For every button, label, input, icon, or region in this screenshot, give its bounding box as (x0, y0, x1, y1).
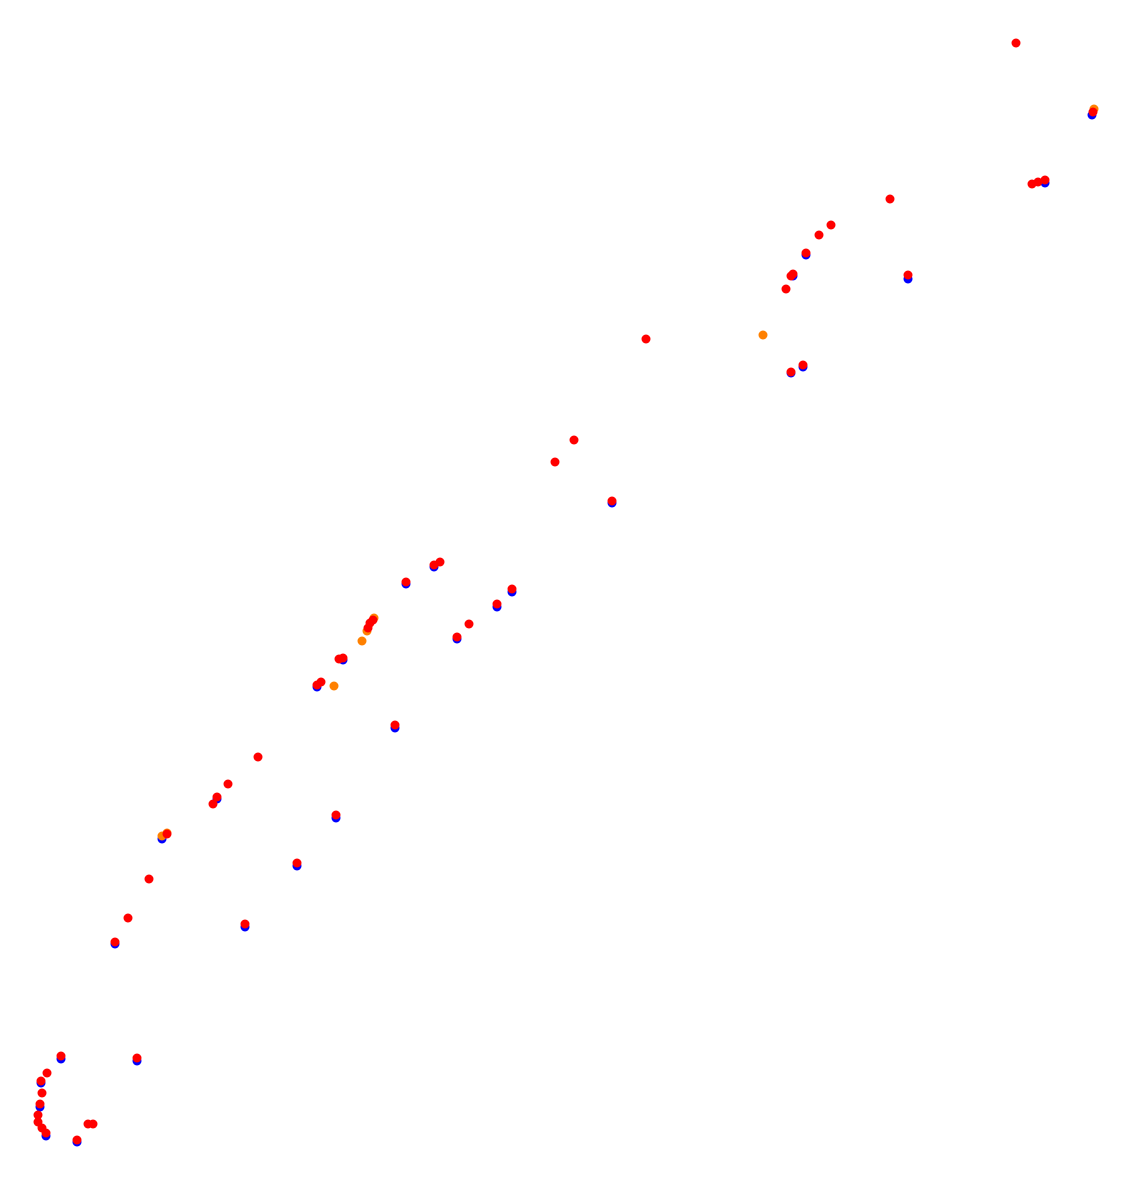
point (641, 334, 651, 344)
point (1040, 175, 1050, 185)
point (123, 913, 133, 923)
point (41, 1128, 51, 1138)
point (253, 752, 263, 762)
point (33, 1110, 43, 1120)
point (826, 220, 836, 230)
point (35, 1099, 45, 1109)
point (162, 829, 172, 839)
point (401, 577, 411, 587)
point (550, 457, 560, 467)
point (88, 1119, 98, 1129)
point (72, 1135, 82, 1145)
point (312, 680, 322, 690)
point (781, 284, 791, 294)
point (464, 619, 474, 629)
point (334, 654, 344, 664)
point (212, 792, 222, 802)
point (1011, 38, 1021, 48)
point (223, 779, 233, 789)
point (569, 435, 579, 445)
point (132, 1053, 142, 1063)
point (357, 636, 367, 646)
point (240, 919, 250, 929)
point (208, 799, 218, 809)
point (42, 1068, 52, 1078)
point (798, 360, 808, 370)
point (452, 632, 462, 642)
point (144, 874, 154, 884)
point (331, 810, 341, 820)
point (786, 367, 796, 377)
point (37, 1088, 47, 1098)
point (786, 271, 796, 281)
point (429, 560, 439, 570)
point (758, 330, 768, 340)
point (607, 496, 617, 506)
point (903, 270, 913, 280)
point (363, 623, 373, 633)
point (492, 599, 502, 609)
point (814, 230, 824, 240)
point (1033, 177, 1043, 187)
point (885, 194, 895, 204)
point (1088, 107, 1098, 117)
point (56, 1051, 66, 1061)
point (292, 858, 302, 868)
point (329, 681, 339, 691)
point (390, 720, 400, 730)
point (36, 1076, 46, 1086)
point (507, 584, 517, 594)
point (801, 248, 811, 258)
point (110, 937, 120, 947)
